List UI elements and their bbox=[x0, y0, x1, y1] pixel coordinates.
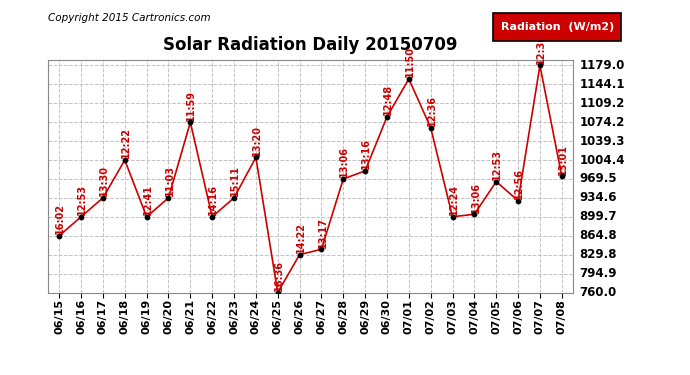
Point bbox=[228, 195, 239, 201]
Point bbox=[207, 214, 218, 220]
Point bbox=[425, 124, 436, 130]
Point bbox=[76, 214, 87, 220]
Text: 12:53: 12:53 bbox=[493, 149, 502, 180]
Text: 13:16: 13:16 bbox=[362, 138, 371, 169]
Text: 13:17: 13:17 bbox=[317, 217, 328, 248]
Point bbox=[163, 195, 174, 201]
Point bbox=[54, 233, 65, 239]
Text: 1109.2: 1109.2 bbox=[580, 97, 625, 110]
Text: 13:30: 13:30 bbox=[99, 165, 109, 196]
Text: 13:06: 13:06 bbox=[471, 182, 480, 213]
Point bbox=[556, 173, 567, 179]
Point bbox=[316, 246, 327, 252]
Text: 12:56: 12:56 bbox=[514, 168, 524, 199]
Point bbox=[338, 176, 349, 182]
Text: 16:02: 16:02 bbox=[55, 203, 66, 234]
Text: 12:41: 12:41 bbox=[143, 184, 152, 215]
Point bbox=[119, 157, 130, 163]
Text: 12:36: 12:36 bbox=[536, 33, 546, 64]
Point bbox=[294, 252, 305, 258]
Text: 934.6: 934.6 bbox=[580, 191, 617, 204]
Text: 12:53: 12:53 bbox=[77, 184, 87, 215]
Text: 1074.2: 1074.2 bbox=[580, 116, 625, 129]
Point bbox=[272, 290, 284, 296]
Title: Solar Radiation Daily 20150709: Solar Radiation Daily 20150709 bbox=[164, 36, 457, 54]
Text: 829.8: 829.8 bbox=[580, 248, 617, 261]
Text: 1004.4: 1004.4 bbox=[580, 153, 625, 166]
Text: 14:16: 14:16 bbox=[208, 184, 218, 215]
Text: 1039.3: 1039.3 bbox=[580, 135, 625, 148]
Text: 11:59: 11:59 bbox=[186, 90, 197, 121]
Text: 794.9: 794.9 bbox=[580, 267, 617, 280]
Point bbox=[250, 154, 262, 160]
Text: 1179.0: 1179.0 bbox=[580, 59, 625, 72]
Text: 11:03: 11:03 bbox=[165, 165, 175, 196]
Text: 12:48: 12:48 bbox=[383, 84, 393, 115]
Point bbox=[469, 211, 480, 217]
Point bbox=[447, 214, 458, 220]
Text: 899.7: 899.7 bbox=[580, 210, 617, 223]
Text: 969.5: 969.5 bbox=[580, 172, 618, 186]
Text: 760.0: 760.0 bbox=[580, 286, 617, 299]
Text: 12:36: 12:36 bbox=[427, 95, 437, 126]
Point bbox=[97, 195, 108, 201]
Text: 12:24: 12:24 bbox=[448, 184, 459, 215]
Text: 14:22: 14:22 bbox=[296, 222, 306, 253]
Text: 11:50: 11:50 bbox=[405, 46, 415, 77]
Text: 16:36: 16:36 bbox=[274, 260, 284, 291]
Point bbox=[382, 114, 393, 120]
Point bbox=[359, 168, 371, 174]
Point bbox=[491, 178, 502, 184]
Point bbox=[185, 119, 196, 125]
Text: 15:11: 15:11 bbox=[230, 165, 240, 196]
Text: 864.8: 864.8 bbox=[580, 229, 618, 242]
Text: 13:06: 13:06 bbox=[339, 146, 349, 177]
Text: Radiation  (W/m2): Radiation (W/m2) bbox=[500, 22, 614, 32]
Point bbox=[535, 62, 546, 68]
Text: 12:22: 12:22 bbox=[121, 128, 131, 158]
Point bbox=[403, 76, 414, 82]
Text: Copyright 2015 Cartronics.com: Copyright 2015 Cartronics.com bbox=[48, 13, 211, 23]
Text: 13:01: 13:01 bbox=[558, 144, 568, 175]
Point bbox=[513, 198, 524, 204]
Text: 13:20: 13:20 bbox=[252, 125, 262, 156]
Point bbox=[141, 214, 152, 220]
Text: 1144.1: 1144.1 bbox=[580, 78, 625, 91]
